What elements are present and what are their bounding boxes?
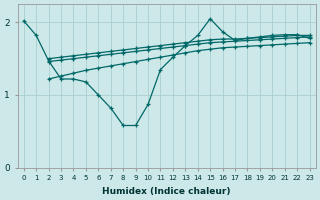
X-axis label: Humidex (Indice chaleur): Humidex (Indice chaleur): [102, 187, 231, 196]
